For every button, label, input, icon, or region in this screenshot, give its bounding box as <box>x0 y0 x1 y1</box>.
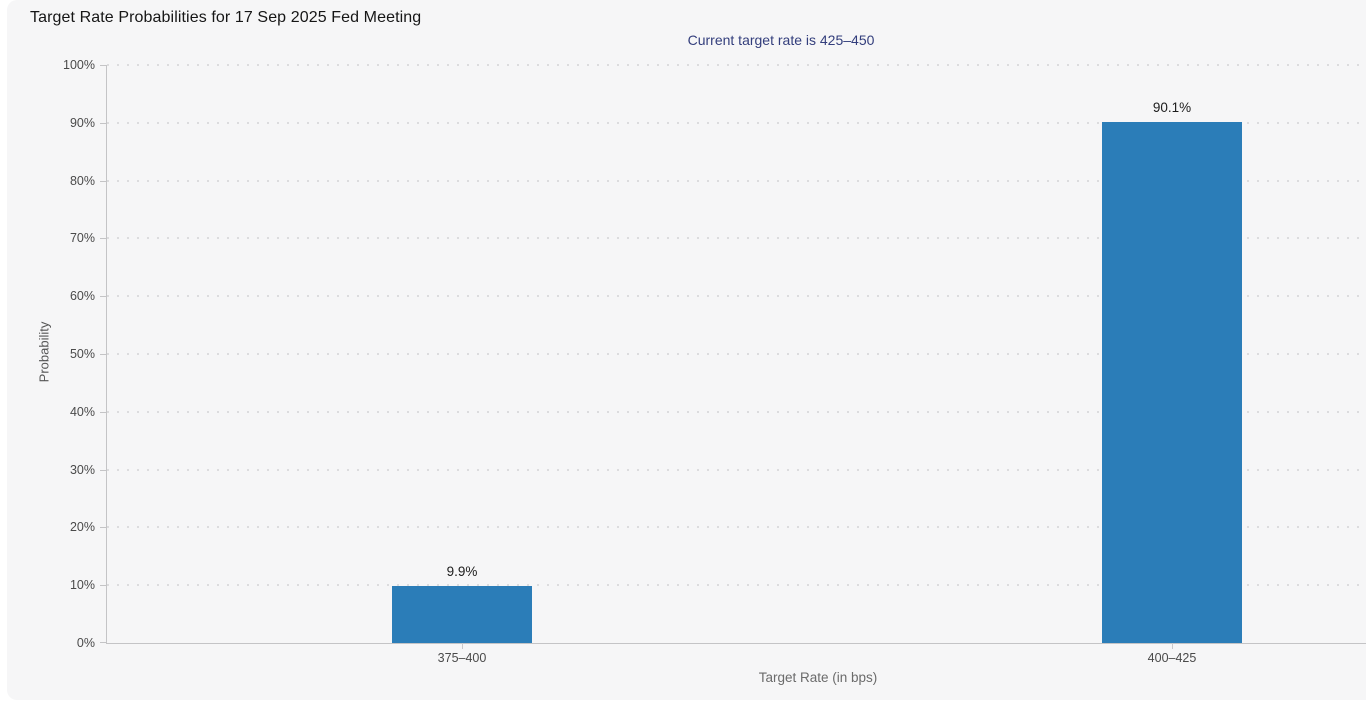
plot-area: 0% 10% 20% 30% 40% 50% 60% 70% 80% 90% 100% 9.9% 375… <box>63 58 1366 665</box>
y-axis-tick <box>100 527 107 529</box>
gridline <box>107 526 1366 529</box>
chart-panel: Target Rate Probabilities for 17 Sep 202… <box>7 0 1366 700</box>
bar-value-label: 90.1% <box>1152 100 1192 116</box>
x-axis-category-label: 400–425 <box>1147 651 1197 665</box>
gridline <box>107 295 1366 298</box>
x-axis-title: Target Rate (in bps) <box>758 670 878 685</box>
y-axis-tick <box>100 122 107 124</box>
x-axis-category-label: 375–400 <box>437 651 487 665</box>
y-axis-tick-label: 10% <box>69 578 95 593</box>
y-axis-tick <box>100 585 107 587</box>
chart-subtitle: Current target rate is 425–450 <box>687 32 875 48</box>
bar-value-label: 9.9% <box>446 563 478 579</box>
y-axis-tick <box>100 180 107 182</box>
gridline <box>107 584 1366 587</box>
y-axis-tick <box>100 296 107 298</box>
y-axis-tick <box>100 411 107 413</box>
x-axis-tick <box>1172 643 1173 649</box>
y-axis-tick-label: 0% <box>76 636 95 650</box>
gridline <box>107 121 1366 124</box>
y-axis-tick-label: 100% <box>63 58 95 72</box>
bar-375–400[interactable] <box>392 585 532 643</box>
y-axis-tick-label: 80% <box>69 173 95 188</box>
y-axis-tick <box>100 238 107 240</box>
y-axis-tick-label: 40% <box>69 404 95 419</box>
y-axis-tick-label: 60% <box>69 289 95 304</box>
gridline <box>107 410 1366 413</box>
gridline <box>107 353 1366 355</box>
y-axis-tick-label: 30% <box>69 462 95 477</box>
x-axis-tick <box>462 643 463 649</box>
y-axis-tick <box>100 354 107 355</box>
gridline <box>107 468 1366 471</box>
gridline <box>107 237 1366 240</box>
y-axis-tick <box>100 65 107 66</box>
chart-title: Target Rate Probabilities for 17 Sep 202… <box>30 9 422 26</box>
y-axis-tick-label: 90% <box>69 115 95 130</box>
y-axis-tick-label: 20% <box>69 520 95 535</box>
y-axis-tick-label: 70% <box>69 231 95 246</box>
gridline <box>107 64 1366 66</box>
y-axis-tick-label: 50% <box>69 347 95 361</box>
bar-400–425[interactable] <box>1102 122 1242 643</box>
y-axis-tick <box>100 469 107 471</box>
gridline <box>107 179 1366 182</box>
y-axis-title: Probability <box>36 321 52 383</box>
y-axis-tick <box>100 642 107 643</box>
